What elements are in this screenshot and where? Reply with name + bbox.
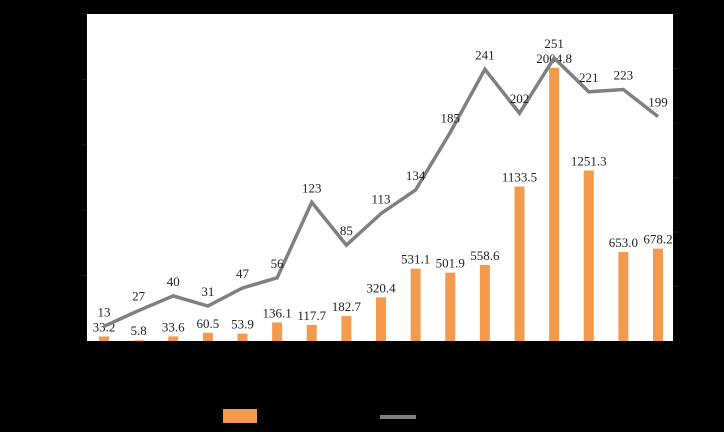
line-data-labels: 13 27 40 31 47 56 123 85 113 134 185 241 202 251 221 22… bbox=[98, 36, 668, 319]
left-axis bbox=[82, 13, 87, 277]
bar-value-label: 182.7 bbox=[332, 299, 362, 314]
bar bbox=[306, 324, 317, 341]
bar bbox=[272, 322, 283, 341]
bar bbox=[376, 297, 386, 341]
bar-value-label: 136.1 bbox=[263, 305, 292, 320]
bar-value-label: 33.6 bbox=[162, 319, 185, 334]
bar bbox=[445, 272, 456, 341]
bar-value-label: 558.6 bbox=[470, 248, 500, 263]
legend bbox=[223, 409, 416, 423]
line-value-label: 85 bbox=[340, 223, 353, 238]
legend-swatch-bar bbox=[223, 409, 257, 423]
plot-area bbox=[87, 14, 673, 341]
bar bbox=[583, 170, 594, 341]
bar-value-label: 5.8 bbox=[131, 323, 147, 338]
bar-value-label: 53.9 bbox=[231, 317, 254, 332]
bar bbox=[653, 248, 663, 341]
bar-value-label: 1133.5 bbox=[502, 170, 537, 185]
bar bbox=[202, 332, 213, 341]
bar-value-label: 60.5 bbox=[197, 316, 220, 331]
line-value-label: 56 bbox=[271, 256, 285, 271]
bar-value-label: 1251.3 bbox=[571, 154, 607, 169]
bar bbox=[168, 336, 179, 341]
bar bbox=[99, 336, 109, 341]
bar-value-label: 531.1 bbox=[401, 252, 430, 267]
line-value-label: 251 bbox=[544, 36, 564, 51]
line-value-label: 113 bbox=[371, 192, 390, 207]
bar bbox=[479, 264, 490, 341]
bar bbox=[133, 340, 144, 342]
line-value-label: 223 bbox=[614, 68, 634, 83]
bar bbox=[410, 268, 421, 341]
line-value-label: 27 bbox=[132, 289, 146, 304]
line-series bbox=[103, 55, 660, 328]
line-value-label: 199 bbox=[648, 95, 668, 110]
line-value-label: 221 bbox=[579, 70, 599, 85]
line-path bbox=[103, 55, 660, 328]
line-value-label: 185 bbox=[441, 110, 461, 125]
bar-series bbox=[99, 67, 663, 342]
bar bbox=[341, 316, 352, 341]
line-value-label: 40 bbox=[167, 274, 180, 289]
right-axis bbox=[673, 13, 678, 287]
line-value-label: 202 bbox=[510, 91, 530, 106]
line-value-label: 47 bbox=[236, 266, 250, 281]
line-value-label: 241 bbox=[475, 47, 495, 62]
bar bbox=[514, 186, 525, 341]
line-value-label: 123 bbox=[302, 180, 322, 195]
bar-value-label: 320.4 bbox=[366, 280, 396, 295]
line-value-label: 13 bbox=[98, 304, 111, 319]
bar-value-label: 678.2 bbox=[643, 232, 672, 247]
line-value-label: 31 bbox=[201, 284, 214, 299]
line-value-label: 134 bbox=[406, 168, 426, 183]
bar bbox=[618, 252, 629, 341]
bar bbox=[549, 67, 560, 341]
bar-value-label: 501.9 bbox=[436, 256, 465, 271]
bar-value-label: 117.7 bbox=[297, 308, 326, 323]
bar-value-label: 653.0 bbox=[609, 235, 638, 250]
bar bbox=[237, 333, 248, 341]
